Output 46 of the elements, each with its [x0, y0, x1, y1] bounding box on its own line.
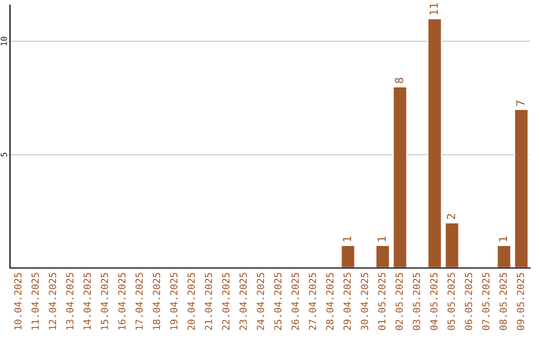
x-tick-label: 07.05.2025: [482, 272, 490, 330]
x-tick-label: 10.04.2025: [14, 272, 22, 330]
x-tick-label: 02.05.2025: [395, 272, 403, 330]
data-label: 7: [516, 100, 524, 106]
x-tick-label: 15.04.2025: [100, 272, 108, 330]
data-label: 8: [394, 78, 404, 84]
bar: [514, 108, 529, 268]
x-tick-label: 30.04.2025: [360, 272, 368, 330]
bar: [375, 244, 390, 268]
x-tick-label: 01.05.2025: [378, 272, 386, 330]
x-tick-label: 26.04.2025: [291, 272, 299, 330]
x-tick-label: 27.04.2025: [308, 272, 316, 330]
x-tick-label: 22.04.2025: [222, 272, 230, 330]
bar: [444, 222, 460, 268]
bar: [392, 86, 408, 268]
x-tick-label: 16.04.2025: [118, 272, 126, 330]
x-tick-label: 18.04.2025: [152, 272, 160, 330]
x-tick-label: 08.05.2025: [499, 272, 507, 330]
x-tick-label: 20.04.2025: [187, 272, 195, 330]
x-tick-label: 17.04.2025: [135, 272, 143, 330]
x-tick-label: 14.04.2025: [83, 272, 91, 330]
data-label: 1: [378, 236, 386, 242]
x-tick-label: 21.04.2025: [204, 272, 212, 330]
x-tick-label: 29.04.2025: [343, 272, 351, 330]
data-label: 11: [430, 3, 438, 14]
bar: [427, 18, 442, 268]
y-tick-label: 10: [0, 36, 7, 46]
x-tick-label: 24.04.2025: [256, 272, 264, 330]
x-tick-label: 11.04.2025: [31, 272, 39, 330]
data-label: 1: [498, 236, 508, 242]
data-label: 1: [342, 236, 352, 242]
x-tick-label: 09.05.2025: [516, 272, 524, 330]
x-tick-label: 06.05.2025: [464, 272, 472, 330]
x-tick-label: 25.04.2025: [274, 272, 282, 330]
x-tick-label: 28.04.2025: [326, 272, 334, 330]
x-tick-label: 12.04.2025: [48, 272, 56, 330]
x-tick-label: 23.04.2025: [239, 272, 247, 330]
x-tick-label: 04.05.2025: [430, 272, 438, 330]
y-tick-label: 5: [0, 152, 7, 157]
x-tick-label: 03.05.2025: [412, 272, 420, 330]
x-tick-label: 13.04.2025: [66, 272, 74, 330]
bar: [496, 244, 512, 268]
x-tick-label: 05.05.2025: [447, 272, 455, 330]
data-label: 2: [446, 214, 456, 220]
bar: [340, 244, 356, 268]
x-tick-label: 19.04.2025: [170, 272, 178, 330]
